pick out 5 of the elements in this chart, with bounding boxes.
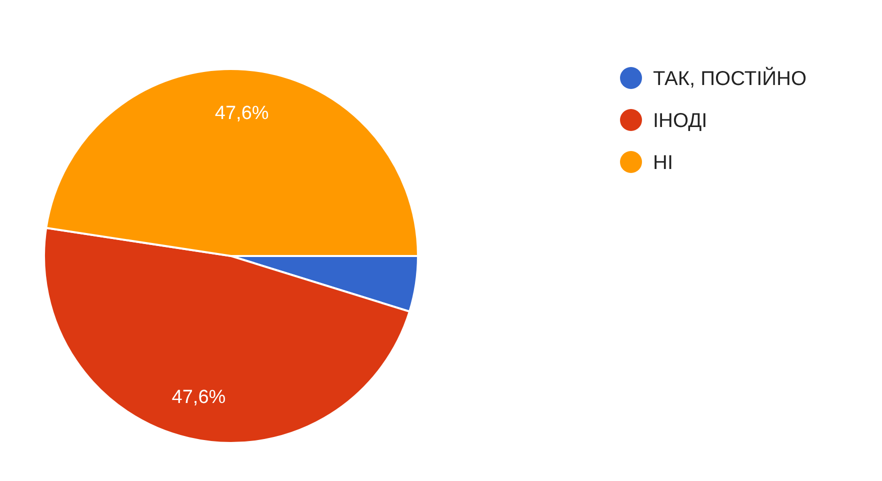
data-label: 47,6% — [214, 103, 269, 124]
legend-label: ІНОДІ — [653, 110, 708, 132]
legend-label: НІ — [653, 152, 673, 174]
data-label: 47,6% — [172, 386, 226, 408]
legend-label: ТАК, ПОСТІЙНО — [653, 66, 807, 90]
